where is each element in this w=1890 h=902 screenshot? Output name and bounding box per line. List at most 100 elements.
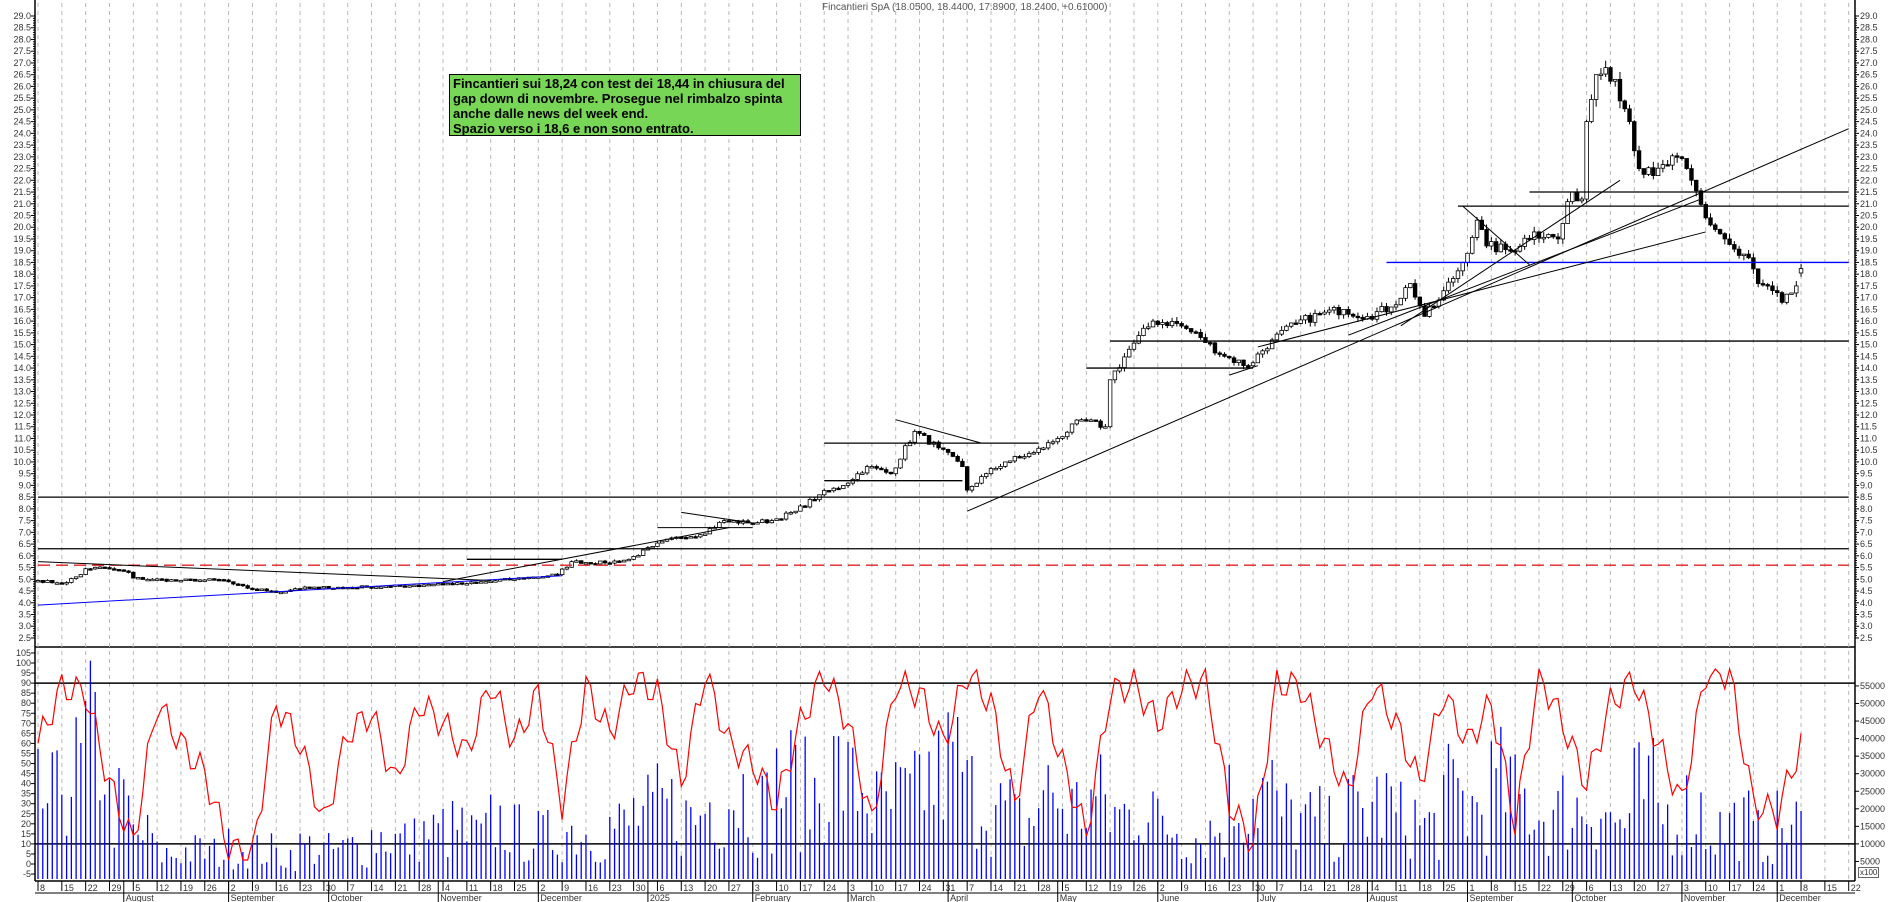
price-label-right: 13.5	[1860, 375, 1878, 385]
candle-down	[826, 490, 832, 493]
candle-up	[1565, 201, 1570, 224]
price-label-left: 6.0	[18, 551, 31, 561]
candle-up	[1460, 262, 1465, 272]
candle	[645, 546, 651, 551]
volume-label: 10000	[1860, 839, 1885, 849]
price-label-left: 12.0	[13, 410, 31, 420]
candle-up	[1465, 252, 1470, 263]
candle-up	[559, 568, 565, 575]
candle	[1122, 353, 1127, 372]
price-label-right: 19.5	[1860, 234, 1878, 244]
week-label: 16	[588, 883, 598, 893]
candle	[688, 535, 694, 539]
candle-up	[583, 562, 589, 565]
candle-down	[555, 573, 560, 577]
price-label-left: 19.5	[13, 234, 31, 244]
candle	[178, 580, 184, 583]
oscillator-label: 80	[21, 698, 31, 708]
week-label: 2	[231, 883, 236, 893]
candle	[1069, 423, 1075, 435]
candle-down	[936, 441, 941, 449]
candle-up	[1036, 447, 1041, 453]
candle	[874, 464, 879, 471]
week-label: 20	[1636, 883, 1646, 893]
price-label-right: 7.0	[1860, 527, 1873, 537]
candle-down	[693, 536, 698, 539]
week-label: 12	[1088, 883, 1098, 893]
trend-line	[1229, 365, 1258, 376]
candle-down	[593, 563, 598, 566]
candle	[1288, 322, 1294, 329]
price-label-left: 18.0	[13, 269, 31, 279]
candle-down	[474, 581, 479, 584]
price-label-right: 10.0	[1860, 457, 1878, 467]
candle-down	[1198, 331, 1203, 338]
candle-up	[788, 512, 794, 515]
price-label-right: 14.5	[1860, 351, 1878, 361]
candle-up	[993, 467, 998, 471]
candle-up	[731, 520, 736, 523]
week-label: 10	[874, 883, 884, 893]
volume-label: 40000	[1860, 734, 1885, 744]
candle-up	[407, 585, 412, 588]
candle-up	[845, 482, 851, 486]
candle-up	[1470, 236, 1475, 254]
price-label-left: 22.5	[13, 164, 31, 174]
candle-down	[1384, 306, 1389, 313]
candle-up	[717, 521, 722, 528]
oscillator-label: 95	[21, 668, 31, 678]
candle	[993, 466, 998, 471]
candle-down	[607, 562, 612, 565]
candle	[1188, 328, 1194, 335]
candle	[1760, 279, 1766, 287]
week-label: 1	[1470, 883, 1475, 893]
candle	[250, 587, 255, 591]
candle	[1093, 419, 1099, 422]
candle-up	[1160, 322, 1165, 325]
candle-down	[579, 560, 584, 564]
candle	[769, 518, 775, 524]
candle	[974, 482, 979, 487]
candle	[183, 578, 188, 581]
candle	[140, 576, 146, 580]
candle	[173, 579, 179, 582]
week-label: 25	[517, 883, 527, 893]
price-label-right: 9.5	[1860, 469, 1873, 479]
candle	[297, 587, 303, 591]
price-label-right: 27.5	[1860, 46, 1878, 56]
candle	[1751, 253, 1756, 274]
candle-up	[1784, 293, 1789, 303]
candle-up	[1670, 155, 1675, 166]
candle-down	[802, 505, 808, 508]
candle-up	[1660, 164, 1666, 169]
candle-down	[1231, 357, 1237, 363]
candle-down	[1651, 167, 1656, 176]
trend-line	[1257, 231, 1706, 348]
candle-up	[1398, 297, 1403, 306]
candle	[50, 580, 55, 584]
candle-up	[807, 499, 813, 508]
price-label-left: 29.0	[13, 11, 31, 21]
candle	[1493, 237, 1499, 255]
price-label-right: 23.0	[1860, 152, 1878, 162]
candle	[402, 584, 408, 588]
candle-down	[1622, 100, 1627, 110]
candle	[1255, 351, 1261, 364]
candle-up	[855, 473, 860, 480]
candle	[145, 578, 150, 582]
candle-up	[1112, 370, 1118, 381]
week-label: 14	[374, 883, 384, 893]
week-label: 11	[1398, 883, 1407, 893]
candle-up	[312, 586, 317, 590]
candle	[64, 581, 69, 586]
candle	[569, 560, 574, 568]
week-label: 21	[1017, 883, 1027, 893]
candle	[607, 561, 612, 565]
price-label-left: 28.5	[13, 23, 31, 33]
volume-label: 15000	[1860, 821, 1885, 831]
candle-down	[1684, 158, 1689, 169]
price-label-right: 12.0	[1860, 410, 1878, 420]
candle-down	[131, 571, 136, 579]
candle	[202, 578, 207, 582]
candle	[621, 559, 627, 563]
